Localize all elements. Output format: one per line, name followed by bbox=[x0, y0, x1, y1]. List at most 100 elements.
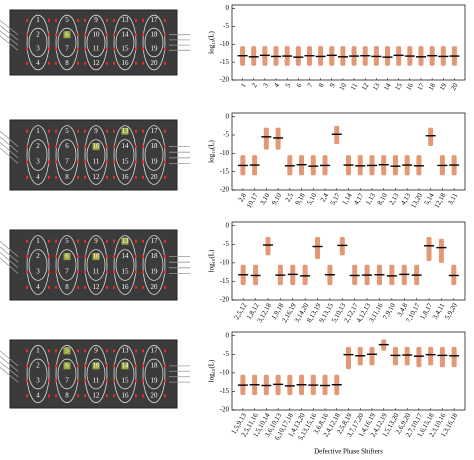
defective-marker bbox=[92, 362, 100, 370]
phase-shifter bbox=[106, 394, 108, 398]
waveguide bbox=[0, 361, 19, 378]
spread bbox=[310, 155, 316, 176]
waveguide bbox=[0, 246, 19, 263]
phase-shifter bbox=[84, 47, 86, 51]
phase-shifter bbox=[142, 364, 144, 368]
phase-shifter-label: 19 bbox=[151, 158, 159, 166]
y-tick-label: -10 bbox=[220, 258, 230, 266]
phase-shifter bbox=[48, 285, 50, 289]
phase-shifter bbox=[142, 394, 144, 398]
waveguide bbox=[0, 35, 19, 51]
phase-shifter-label: 15 bbox=[122, 268, 130, 276]
phase-shifter-label: 13 bbox=[122, 127, 130, 135]
y-tick-label: 0 bbox=[226, 4, 230, 12]
phase-shifter-label: 11 bbox=[93, 158, 100, 166]
waveguide-loop bbox=[144, 139, 164, 171]
phase-shifter-label: 12 bbox=[93, 173, 101, 181]
phase-shifter bbox=[164, 145, 166, 149]
phase-shifter-label: 14 bbox=[122, 142, 130, 150]
phase-shifter bbox=[135, 47, 137, 51]
phase-shifter bbox=[55, 160, 57, 164]
waveguide bbox=[0, 142, 19, 159]
phase-shifter bbox=[106, 364, 108, 368]
phase-shifter bbox=[84, 394, 86, 398]
phase-shifter bbox=[106, 349, 108, 353]
phase-shifter bbox=[135, 61, 137, 65]
phase-shifter bbox=[55, 175, 57, 179]
phase-shifter bbox=[55, 33, 57, 37]
waveguide-loop bbox=[115, 358, 135, 390]
phase-shifter bbox=[77, 394, 79, 398]
phase-shifter bbox=[164, 47, 166, 51]
phase-shifter bbox=[48, 175, 50, 179]
phase-shifter-label: 9 bbox=[94, 127, 98, 135]
phase-shifter-label: 19 bbox=[151, 376, 159, 384]
x-tick-label: 5,10 bbox=[305, 191, 318, 206]
y-tick-label: 0 bbox=[226, 221, 230, 229]
plot-frame bbox=[231, 4, 466, 81]
phase-shifter bbox=[48, 239, 50, 243]
phase-shifter-label: 1 bbox=[36, 237, 40, 245]
phase-shifter bbox=[164, 255, 166, 259]
phase-shifter bbox=[26, 364, 28, 368]
y-tick-label: 0 bbox=[226, 331, 230, 339]
x-tick-label: 13 bbox=[371, 81, 382, 91]
circuit-chip bbox=[9, 339, 178, 409]
waveguide-loop bbox=[57, 139, 77, 171]
phase-shifter-label: 3 bbox=[36, 158, 40, 166]
defective-marker bbox=[121, 362, 129, 370]
waveguide-loop bbox=[142, 345, 166, 403]
phase-shifter-label: 8 bbox=[65, 391, 69, 399]
phase-shifter bbox=[55, 364, 57, 368]
x-tick-label: 8,10 bbox=[376, 191, 389, 206]
phase-shifter-label: 16 bbox=[122, 283, 130, 291]
waveguide-loop bbox=[113, 125, 137, 185]
x-tick-label: 12,18 bbox=[433, 191, 448, 209]
plot-frame bbox=[231, 331, 466, 411]
x-tick-label: 18 bbox=[427, 81, 438, 91]
phase-shifter bbox=[26, 349, 28, 353]
phase-shifter bbox=[135, 349, 137, 353]
phase-shifter-label: 10 bbox=[93, 252, 101, 260]
phase-shifter bbox=[55, 349, 57, 353]
phase-shifter-label: 12 bbox=[93, 59, 101, 67]
phase-shifter-label: 1 bbox=[36, 127, 40, 135]
waveguide-loop bbox=[28, 249, 48, 281]
waveguide-loop bbox=[55, 14, 79, 71]
spread bbox=[385, 46, 391, 66]
phase-shifter bbox=[55, 61, 57, 65]
waveguide-loop bbox=[115, 249, 135, 281]
spread bbox=[265, 236, 271, 256]
phase-shifter-label: 20 bbox=[151, 283, 159, 291]
x-tick-label: 6 bbox=[295, 81, 304, 88]
x-tick-label: 9,10 bbox=[270, 191, 283, 206]
phase-shifter bbox=[26, 61, 28, 65]
phase-shifter bbox=[142, 129, 144, 133]
phase-shifter bbox=[26, 394, 28, 398]
spread bbox=[334, 125, 340, 145]
phase-shifter bbox=[164, 61, 166, 65]
x-tick-label: 9 bbox=[328, 81, 337, 88]
waveguide-loop bbox=[115, 139, 135, 171]
waveguide bbox=[0, 240, 19, 257]
phase-shifter bbox=[142, 349, 144, 353]
phase-shifter bbox=[113, 394, 115, 398]
spread bbox=[339, 236, 345, 256]
phase-shifter-label: 11 bbox=[93, 45, 100, 53]
phase-shifter bbox=[48, 47, 50, 51]
phase-shifter-label: 14 bbox=[122, 361, 130, 369]
y-tick-label: -5 bbox=[223, 350, 229, 358]
phase-shifter bbox=[164, 160, 166, 164]
x-tick-label: 14 bbox=[382, 81, 393, 91]
phase-shifter bbox=[48, 379, 50, 383]
waveguide-loop bbox=[144, 249, 164, 281]
phase-shifter bbox=[26, 33, 28, 37]
waveguide-loop bbox=[113, 14, 137, 71]
phase-shifter-label: 15 bbox=[122, 158, 130, 166]
x-tick-label: 15 bbox=[393, 81, 404, 91]
phase-shifter-label: 2 bbox=[36, 252, 40, 260]
phase-shifter-label: 12 bbox=[93, 283, 101, 291]
waveguide bbox=[0, 30, 19, 46]
x-tick-label: 13,20 bbox=[409, 191, 424, 209]
phase-shifter bbox=[164, 129, 166, 133]
